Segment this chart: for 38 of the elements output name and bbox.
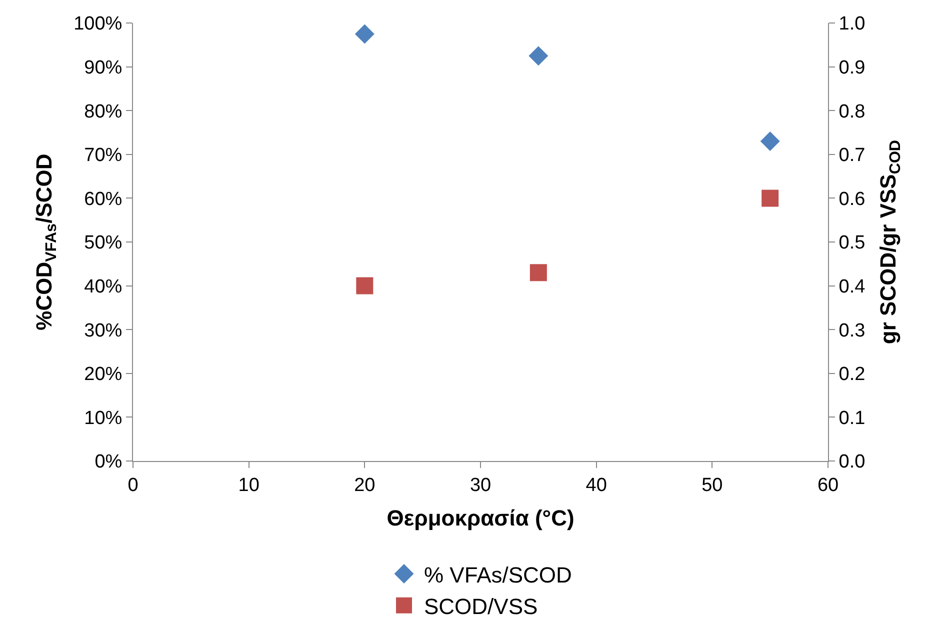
x-tick-label: 10 xyxy=(238,474,260,496)
y-tick-label: 10% xyxy=(84,408,122,429)
x-tick-label: 20 xyxy=(354,474,376,496)
point xyxy=(530,264,547,282)
y2-tick-label: 0.6 xyxy=(838,188,866,210)
y2-tick-label: 0.8 xyxy=(838,101,866,122)
y-tick-label: 30% xyxy=(84,320,122,342)
x-tick-label: 0 xyxy=(128,474,138,496)
y2-tick-label: 1.0 xyxy=(838,14,866,35)
y-tick-label: 80% xyxy=(84,101,122,122)
y-tick-label: 0% xyxy=(94,452,122,473)
y2-tick-label: 0.0 xyxy=(838,452,866,473)
point xyxy=(356,277,374,294)
y2-tick-label: 0.3 xyxy=(838,320,866,342)
point xyxy=(762,190,779,207)
point xyxy=(528,46,548,66)
y-tick-label: 50% xyxy=(84,232,122,254)
y2-tick-label: 0.2 xyxy=(838,364,866,386)
x-axis-title: Θερμοκρασία (°C) xyxy=(386,506,574,531)
y2-tick-label: 0.4 xyxy=(838,276,866,298)
y-tick-label: 60% xyxy=(84,188,122,210)
x-tick-label: 40 xyxy=(586,474,607,496)
y-tick-label: 100% xyxy=(74,14,122,35)
point xyxy=(354,24,374,44)
point xyxy=(760,132,780,152)
y-tick-label: 90% xyxy=(84,57,122,78)
y-tick-label: 70% xyxy=(84,145,122,166)
y2-tick-label: 0.1 xyxy=(838,408,866,429)
y2-tick-label: 0.5 xyxy=(838,232,866,254)
x-tick-label: 30 xyxy=(470,474,492,496)
y2-tick-label: 0.7 xyxy=(838,145,866,166)
y2-tick-label: 0.9 xyxy=(838,57,866,78)
y-tick-label: 20% xyxy=(84,364,122,386)
x-tick-label: 50 xyxy=(702,474,723,496)
legend-label: SCOD/VSS xyxy=(424,594,538,619)
legend-label: % VFAs/SCOD xyxy=(424,562,572,588)
x-tick-label: 60 xyxy=(817,474,839,496)
y-tick-label: 40% xyxy=(84,276,122,298)
